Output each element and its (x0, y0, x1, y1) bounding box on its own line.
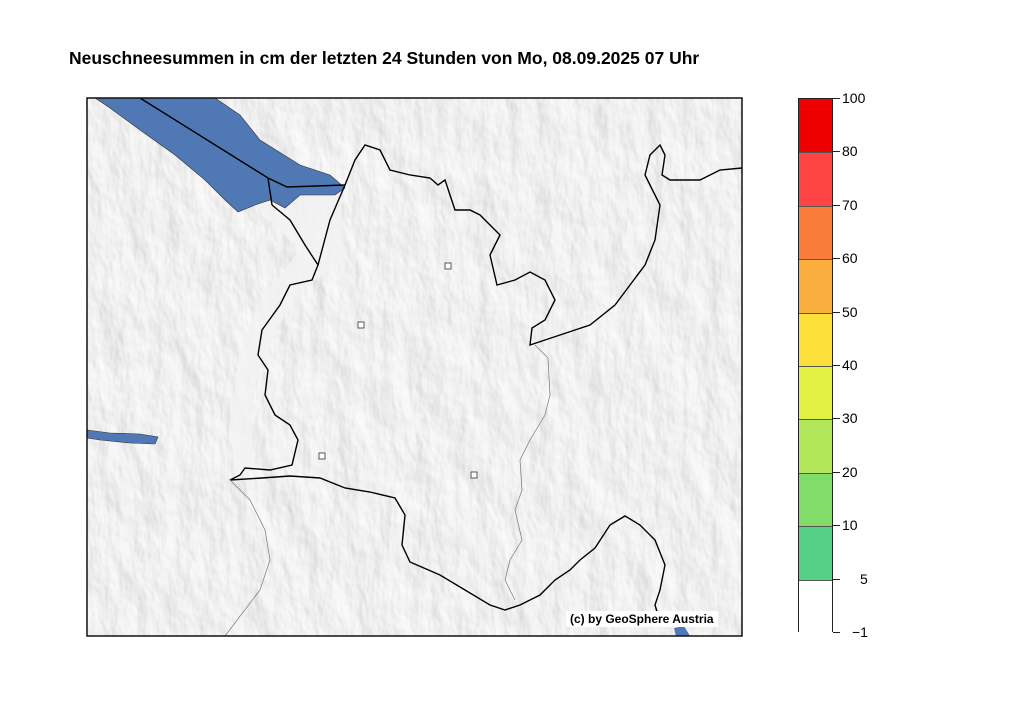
colorbar-tick-label: 60 (842, 250, 858, 267)
country-borders (139, 98, 742, 623)
colorbar-tick-label: 50 (842, 303, 858, 320)
station-marker (357, 321, 365, 329)
colorbar-segment (799, 312, 832, 366)
colorbar-tick-label: 70 (842, 196, 858, 213)
colorbar-segment (799, 99, 832, 153)
station-markers (318, 262, 478, 479)
colorbar-tick (833, 258, 840, 260)
colorbar-tick (833, 204, 840, 206)
colorbar-segment (799, 419, 832, 473)
colorbar-tick (833, 525, 840, 527)
colorbar-tick-label: 40 (842, 357, 858, 373)
colorbar-tick-label: 80 (842, 143, 858, 160)
station-marker (444, 262, 452, 270)
colorbar-segment (799, 526, 832, 580)
colorbar-tick (833, 98, 840, 99)
station-marker (318, 452, 326, 460)
colorbar-tick (833, 365, 840, 366)
colorbar (798, 98, 833, 633)
colorbar-tick-label: 100 (842, 90, 866, 106)
colorbar-segment (799, 205, 832, 260)
lake-walensee (87, 429, 159, 445)
lake-small (674, 626, 690, 636)
colorbar-segment (799, 152, 832, 206)
colorbar-tick-label: 30 (842, 410, 858, 427)
colorbar-segment (799, 579, 832, 633)
colorbar-tick (833, 418, 840, 420)
colorbar-tick-label: −1 (852, 624, 868, 640)
region-borders (224, 344, 551, 636)
colorbar-tick-label: 20 (842, 463, 858, 480)
station-marker (470, 471, 478, 479)
colorbar-tick-label: 5 (860, 570, 868, 587)
colorbar-segment (799, 259, 832, 313)
colorbar-tick (833, 471, 840, 473)
chart-title: Neuschneesummen in cm der letzten 24 Stu… (69, 48, 700, 68)
colorbar-segment (799, 472, 832, 527)
colorbar-tick (833, 151, 840, 153)
copyright-label: (c) by GeoSphere Austria (566, 611, 718, 627)
map-frame (86, 97, 743, 637)
colorbar-segment (799, 366, 832, 420)
colorbar-tick (833, 578, 840, 580)
colorbar-tick (833, 632, 840, 633)
colorbar-tick-label: 10 (842, 517, 858, 534)
hillshade-background (87, 98, 742, 636)
colorbar-tick (833, 311, 840, 313)
lake-constance (94, 98, 346, 213)
